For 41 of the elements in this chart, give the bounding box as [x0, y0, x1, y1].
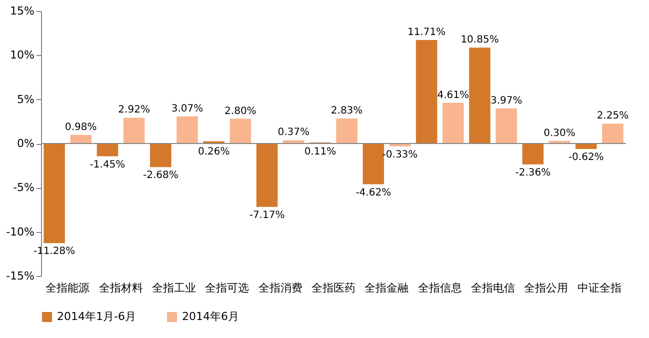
x-tick-label: 全指消费	[258, 282, 302, 294]
data-label: 4.61%	[437, 90, 470, 101]
y-tick-label: 15%	[10, 4, 34, 18]
data-label: 2.92%	[118, 104, 150, 116]
legend-label: 2014年1月-6月	[57, 310, 136, 323]
data-label: 0.37%	[278, 127, 310, 138]
x-tick-label: 全指金融	[364, 282, 409, 294]
data-label: 2.83%	[330, 106, 363, 116]
data-label: 0.26%	[198, 146, 230, 158]
x-tick-label: 中证全指	[577, 282, 622, 294]
y-tick-label: 5%	[17, 92, 34, 106]
data-label: 0.98%	[64, 122, 97, 133]
y-tick-label: 0%	[17, 137, 34, 150]
x-tick-label: 全指电信	[471, 282, 516, 294]
y-tick-label: -15%	[6, 270, 34, 282]
data-label: -2.68%	[142, 170, 178, 182]
data-label: -7.17%	[249, 210, 285, 221]
data-label: -11.28%	[33, 246, 76, 258]
data-label: -1.45%	[90, 159, 126, 170]
x-tick-label: 全指工业	[152, 282, 196, 294]
x-tick-label: 全指医药	[312, 282, 356, 294]
data-label: 2.80%	[224, 106, 256, 117]
y-tick-label: -10%	[6, 225, 34, 238]
x-tick-label: 全指材料	[98, 282, 143, 294]
data-label: 11.71%	[408, 27, 446, 38]
legend-label: 2014年6月	[182, 310, 239, 323]
data-label: -2.36%	[515, 167, 551, 178]
data-label: 10.85%	[460, 34, 499, 46]
data-label: 3.07%	[171, 103, 204, 114]
x-tick-label: 全指公用	[524, 282, 568, 294]
x-tick-label: 全指信息	[418, 282, 462, 294]
data-label: 3.97%	[490, 95, 522, 106]
x-tick-label: 全指能源	[46, 282, 90, 294]
data-label: 2.25%	[596, 110, 629, 122]
y-tick-label: -5%	[13, 181, 34, 194]
x-tick-label: 全指可选	[205, 282, 250, 294]
data-label: -4.62%	[356, 187, 392, 198]
y-tick-label: 10%	[10, 48, 34, 62]
data-label: 0.30%	[544, 128, 576, 139]
data-label: -0.62%	[568, 152, 604, 163]
data-label: 0.11%	[304, 146, 336, 158]
